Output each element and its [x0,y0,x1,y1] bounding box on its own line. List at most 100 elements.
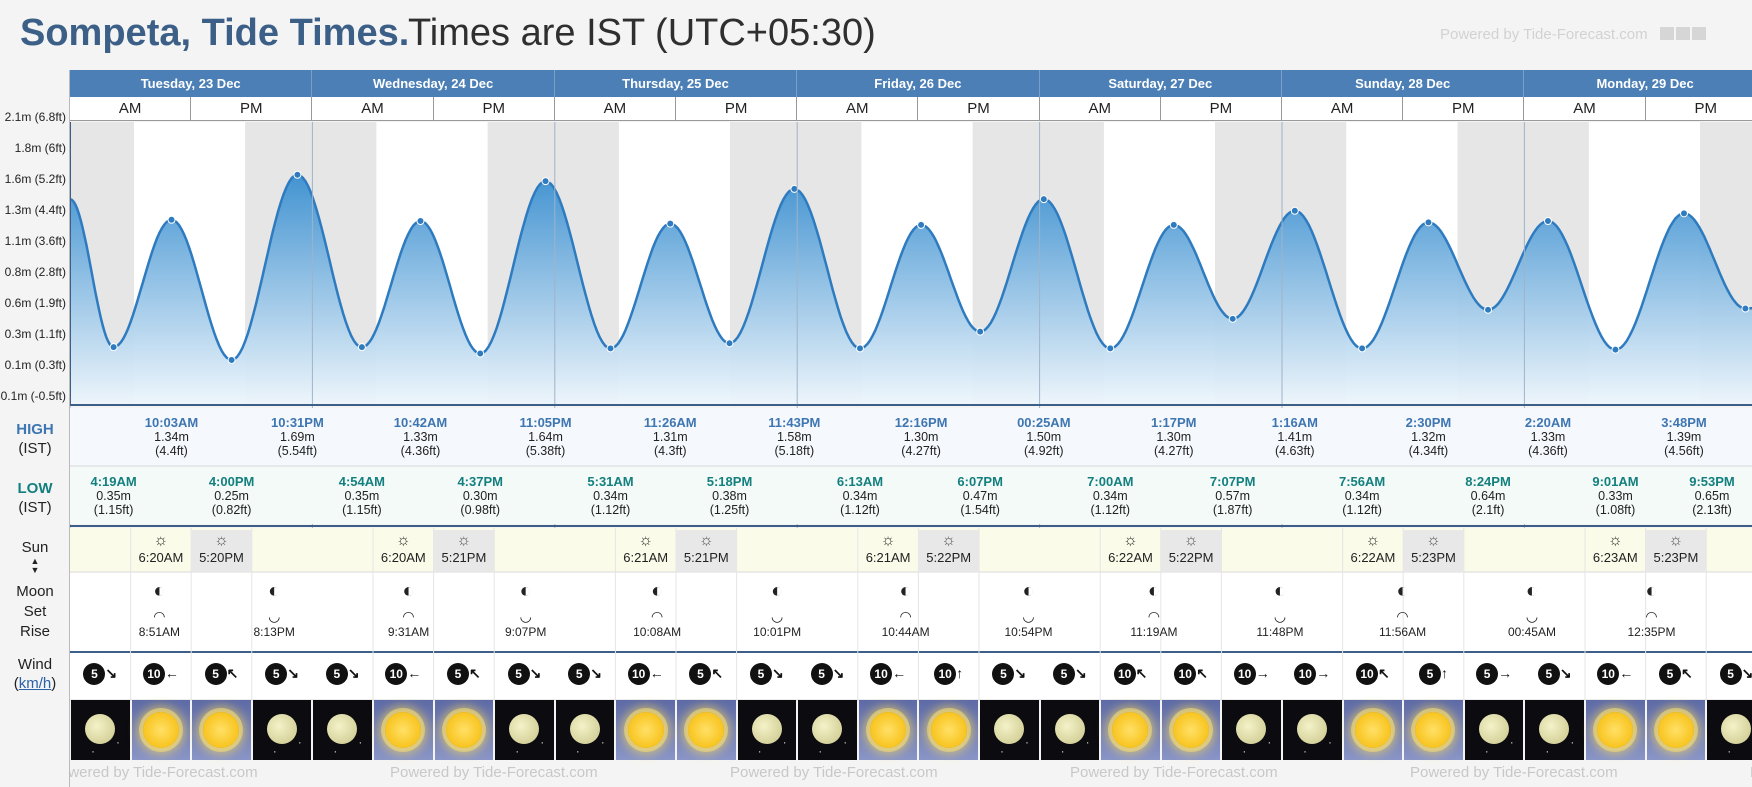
sunrise-entry: ☼ 6:21AM [858,532,919,565]
low-tide-entry: 8:24PM 0.64m (2.1ft) [1448,475,1528,518]
wind-row-bg [70,652,1752,700]
clear-night-weather-cell: ·· [252,700,312,760]
wind-direction-icon: ↖ [1196,665,1208,681]
sunset-icon: ☼ [456,532,472,549]
wind-speed-badge: 10 [627,663,650,685]
high-tide-entry: 11:05PM 1.64m (5.38ft) [506,416,586,459]
sunrise-time: 6:22AM [1350,550,1396,565]
sunrise-icon: ☼ [395,532,411,549]
low-row-label: LOW (IST) [0,479,70,517]
wind-direction-icon: ↑ [1441,665,1448,681]
low-tide-height-ft: (1.87ft) [1212,503,1253,517]
powered-by-top[interactable]: Powered by Tide-Forecast.com [1440,26,1706,43]
star-icon: · [91,744,95,758]
sunny-weather-cell [374,700,433,760]
high-tide-height-m: 1.58m [776,430,812,444]
tide-point [666,219,675,228]
wind-speed-badge: 5 [265,663,288,685]
low-tide-height-ft: (1.12ft) [590,503,631,517]
clear-night-weather-cell: ·· [1464,700,1524,760]
powered-by-text[interactable]: Powered by Tide-Forecast.com [1440,26,1648,43]
star-icon: · [515,744,520,758]
wind-indicator: 5 ↖ [441,663,487,685]
wind-unit-toggle[interactable]: km/h [18,675,52,692]
am-label: AM [1524,97,1646,121]
wind-direction-icon: ↖ [1681,665,1693,681]
star-icon: · [1000,744,1004,758]
clear-night-weather-cell: ·· [980,700,1039,760]
wind-speed-badge: 10 [870,663,893,685]
tide-point [1741,304,1750,313]
powered-by-bottom[interactable]: Powered by Tide-Forecast.com [1750,764,1752,781]
tide-point [855,344,864,353]
sunset-icon: ☼ [1183,532,1199,549]
moon-set-entry: ◐ ◠ 10:08AM [627,580,687,640]
sunny-weather-cell [1646,700,1706,760]
sunset-time: 5:21PM [683,550,729,565]
high-tide-entry: 2:30PM 1.32m (4.34ft) [1388,416,1468,459]
moon-weather-icon [1054,714,1085,744]
high-tide-height-ft: (4.27ft) [901,444,941,458]
sunny-weather-cell [1161,700,1221,760]
tide-point [1358,344,1367,353]
moon-rise-entry: ◐ ◡ 11:48PM [1250,580,1310,640]
powered-by-bottom[interactable]: Powered by Tide-Forecast.com [1410,764,1618,781]
wind-direction-icon: ↖ [469,665,481,681]
moon-weather-icon [994,714,1024,744]
wind-indicator: 5 ↘ [77,663,123,685]
moon-set-icon: ◠ [1645,608,1658,624]
wind-indicator: 10 ← [1592,663,1638,685]
wind-direction-icon: ↘ [1741,665,1752,681]
sunrise-entry: ☼ 6:20AM [131,532,192,565]
low-tide-time: 4:37PM [457,474,503,489]
low-tide-height-m: 0.38m [712,489,747,503]
sunset-time: 5:20PM [199,550,244,565]
low-tide-time: 7:56AM [1338,474,1386,489]
moon-weather-icon [327,714,358,744]
powered-by-bottom[interactable]: Powered by Tide-Forecast.com [50,764,258,781]
moon-weather-icon [509,714,540,744]
wind-indicator: 10 ← [865,663,911,685]
wind-indicator: 10 → [1229,663,1275,685]
low-tide-height-ft: (1.15ft) [342,503,382,517]
low-tide-entry: 4:00PM 0.25m (0.82ft) [192,475,272,518]
wind-speed-badge: 5 [1537,663,1560,685]
tide-point [606,344,615,353]
high-tide-height-ft: (4.56ft) [1664,444,1704,458]
sun-toggle-icon[interactable]: ▲ ▼ [30,556,40,575]
star-icon: · [297,735,302,749]
powered-by-badges [1658,26,1706,43]
wind-indicator: 5 ↘ [805,663,851,685]
wind-speed-badge: 5 [992,663,1015,685]
tide-point [917,220,926,229]
moon-rise-entry: ◐ ◡ 10:54PM [998,580,1058,640]
y-axis-tick-label: 0.6m (1.9ft) [4,296,66,310]
low-tide-entry: 6:07PM 0.47m (1.54ft) [940,475,1020,518]
powered-by-bottom[interactable]: Powered by Tide-Forecast.com [390,764,598,781]
tide-point [1543,217,1552,226]
powered-by-bottom[interactable]: Powered by Tide-Forecast.com [1070,764,1278,781]
clear-night-weather-cell: ·· [798,700,857,760]
star-icon: · [782,735,787,749]
star-icon: · [333,744,338,758]
sunny-weather-cell [858,700,918,760]
wind-indicator: 10 ↑ [926,663,972,685]
low-tide-height-m: 0.33m [1598,489,1633,503]
high-tide-height-m: 1.33m [403,430,438,444]
powered-by-bottom[interactable]: Powered by Tide-Forecast.com [730,764,938,781]
high-tide-height-ft: (4.3ft) [653,444,687,458]
am-label: AM [312,97,434,121]
high-tide-time: 2:20AM [1524,415,1572,430]
moon-set-time: 8:51AM [138,625,181,639]
sun-row-bg [70,528,1752,572]
wind-indicator: 5 → [1471,663,1517,685]
y-axis-tick-label: 2.1m (6.8ft) [4,110,66,124]
sun-weather-icon [1415,712,1452,748]
sunrise-time: 6:21AM [865,550,911,565]
wind-direction-icon: → [1316,665,1331,681]
high-tide-height-ft: (4.27ft) [1153,444,1194,458]
y-axis-tick-label: 0.3m (1.1ft) [4,327,66,341]
moon-set-entry: ◐ ◠ 12:35PM [1621,580,1681,640]
wind-speed-badge: 5 [507,663,530,685]
pm-label: PM [1645,97,1752,121]
